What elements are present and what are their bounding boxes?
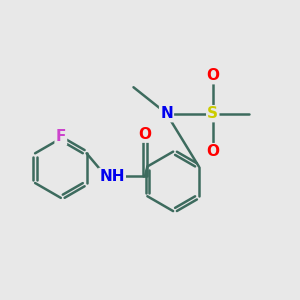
Text: N: N <box>160 106 173 121</box>
Text: F: F <box>56 129 66 144</box>
Text: O: O <box>206 68 219 83</box>
Text: O: O <box>206 144 219 159</box>
Text: NH: NH <box>99 169 125 184</box>
Text: S: S <box>207 106 218 121</box>
Text: O: O <box>139 127 152 142</box>
